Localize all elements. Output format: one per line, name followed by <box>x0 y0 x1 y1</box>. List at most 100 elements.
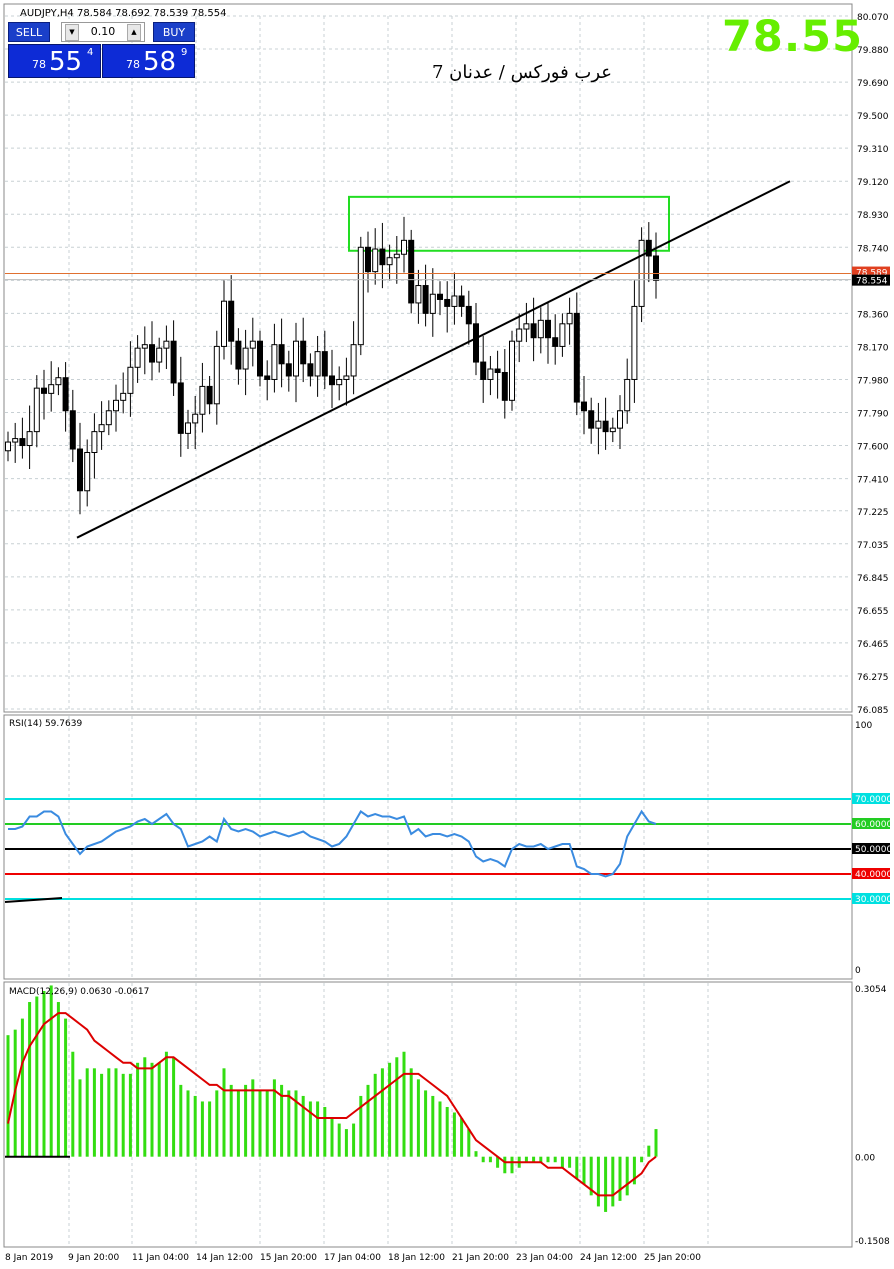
macd-histogram-bar <box>611 1156 615 1207</box>
rsi-panel <box>3 714 853 980</box>
candle-bull <box>249 340 256 349</box>
lot-decrease-icon[interactable]: ▼ <box>65 24 79 41</box>
time-tick-label: 8 Jan 2019 <box>5 1253 53 1263</box>
macd-histogram-bar <box>78 1079 82 1157</box>
author-annotation: عرب فوركس / عدنان 7 <box>432 62 613 83</box>
candle-bear <box>501 371 508 401</box>
candle-bear <box>69 410 76 450</box>
sell-price-prefix: 78 <box>32 58 46 71</box>
buy-price-pip: 9 <box>181 47 188 58</box>
rsi-level-label: 40.0000 <box>855 870 892 880</box>
lot-size-value: 0.10 <box>90 25 116 38</box>
candle-bull <box>350 344 357 377</box>
macd-histogram-bar <box>236 1090 240 1157</box>
candle-bull <box>156 347 163 363</box>
macd-histogram-bar <box>172 1057 176 1157</box>
price-tick-label: 78.170 <box>857 343 889 353</box>
candle-bull <box>105 410 112 426</box>
sell-button[interactable]: SELL <box>8 22 50 42</box>
macd-histogram-bar <box>258 1090 262 1157</box>
rsi-level-tag <box>852 868 890 879</box>
candle-bull <box>393 253 400 259</box>
macd-tick-label: -0.1508 <box>855 1237 890 1247</box>
time-tick-label: 11 Jan 04:00 <box>132 1253 189 1263</box>
macd-histogram-bar <box>445 1106 449 1157</box>
macd-histogram-bar <box>409 1068 413 1157</box>
time-tick-label: 23 Jan 04:00 <box>516 1253 573 1263</box>
time-tick-label: 15 Jan 20:00 <box>260 1253 317 1263</box>
candle-bull <box>566 312 573 325</box>
macd-histogram-bar <box>244 1084 248 1157</box>
macd-histogram-bar <box>164 1051 168 1157</box>
lot-size-field[interactable]: ▼ 0.10 ▲ <box>61 22 145 42</box>
candle-bear <box>530 323 537 339</box>
bid-price-label: 78.554 <box>856 277 888 287</box>
candle-bull <box>127 366 134 394</box>
candle-bear <box>444 298 451 307</box>
price-axis: 80.070 79.880 79.690 79.500 79.310 79.120 78.9… <box>857 13 889 716</box>
candle-bear <box>494 368 501 373</box>
macd-histogram-bar <box>229 1084 233 1157</box>
macd-histogram-bar <box>395 1057 399 1157</box>
macd-histogram-bar <box>647 1145 651 1157</box>
macd-histogram-bar <box>265 1090 269 1157</box>
candle-bull <box>336 378 343 386</box>
candle-bull <box>120 392 127 401</box>
macd-histogram-bar <box>596 1156 600 1207</box>
macd-histogram-bar <box>618 1156 622 1201</box>
time-tick-label: 24 Jan 12:00 <box>580 1253 637 1263</box>
candle-bear <box>458 295 465 307</box>
macd-histogram-bar <box>28 1002 32 1157</box>
macd-histogram-bar <box>546 1156 550 1163</box>
candle-bear <box>645 239 652 257</box>
candle-bull <box>141 344 148 349</box>
rsi-level-label: 50.0000 <box>855 845 892 855</box>
candle-bull <box>487 368 494 380</box>
candle-bear <box>170 340 177 384</box>
ask-price-tag <box>852 266 890 278</box>
macd-histogram-bar <box>200 1101 204 1157</box>
macd-histogram-bar <box>488 1156 492 1163</box>
buy-button[interactable]: BUY <box>153 22 195 42</box>
macd-histogram-bar <box>524 1156 528 1163</box>
candle-bear <box>321 351 328 377</box>
macd-histogram-bar <box>553 1156 557 1163</box>
macd-histogram-bar <box>251 1079 255 1157</box>
candle-bear <box>149 344 155 363</box>
macd-histogram-bar <box>640 1156 644 1163</box>
macd-histogram-bar <box>560 1156 564 1168</box>
price-tick-label: 76.085 <box>857 706 889 716</box>
macd-histogram-bar <box>323 1106 327 1157</box>
macd-histogram-bar <box>272 1079 276 1157</box>
price-panel <box>3 3 853 713</box>
candle-bull <box>559 323 566 347</box>
candle-bear <box>264 375 271 380</box>
macd-histogram-bar <box>208 1101 212 1157</box>
price-tick-label: 76.845 <box>857 574 889 584</box>
macd-histogram-bar <box>373 1073 377 1157</box>
candle-bear <box>480 361 487 380</box>
macd-histogram-bar <box>42 990 46 1157</box>
macd-histogram-bar <box>366 1084 370 1157</box>
lot-increase-icon[interactable]: ▲ <box>127 24 141 41</box>
macd-histogram-bar <box>474 1151 478 1157</box>
macd-histogram-bar <box>625 1156 629 1196</box>
one-click-trading-panel: SELL ▼ 0.10 ▲ BUY 78 55 4 78 58 9 <box>8 22 195 78</box>
macd-histogram-bar <box>6 1035 10 1157</box>
macd-histogram-bar <box>539 1156 543 1163</box>
macd-histogram-bar <box>582 1156 586 1185</box>
symbol-title: AUDJPY,H4 78.584 78.692 78.539 78.554 <box>20 8 226 19</box>
sell-price-pip: 4 <box>87 47 94 58</box>
macd-histogram-bar <box>35 996 39 1157</box>
candle-bull <box>357 246 364 346</box>
candle-bull <box>55 377 62 386</box>
buy-price-button[interactable]: 78 58 9 <box>102 44 195 78</box>
macd-histogram-bar <box>402 1051 406 1157</box>
candle-bear <box>278 344 285 365</box>
resistance-zone-box <box>348 195 670 252</box>
macd-histogram-bar <box>280 1084 284 1157</box>
price-tick-label: 78.740 <box>857 244 889 254</box>
macd-histogram-bar <box>481 1156 485 1163</box>
sell-price-button[interactable]: 78 55 4 <box>8 44 101 78</box>
price-tick-label: 76.275 <box>857 673 889 683</box>
